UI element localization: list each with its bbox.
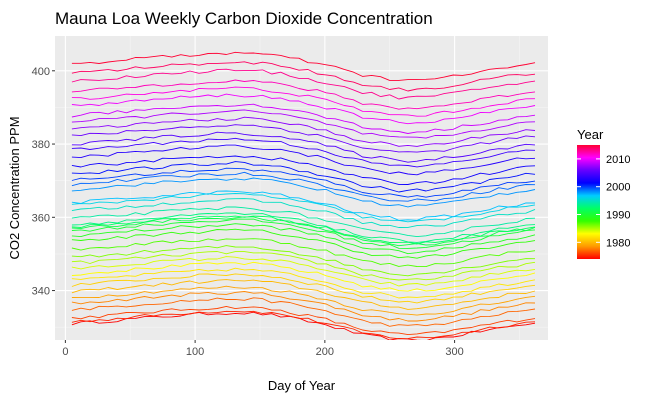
series-line-2014 xyxy=(71,61,536,92)
series-line-1998 xyxy=(71,177,536,208)
grid-minor xyxy=(55,36,548,340)
series-line-1993 xyxy=(71,212,536,243)
series-line-1983 xyxy=(71,261,536,292)
series-line-2004 xyxy=(71,137,536,168)
series-line-1978 xyxy=(71,291,536,322)
x-axis-label: Day of Year xyxy=(268,378,336,393)
series-line-1994 xyxy=(71,206,536,238)
y-tick-label: 360 xyxy=(32,212,50,224)
legend-tick-label: 1990 xyxy=(606,210,630,222)
series-line-2005 xyxy=(71,131,536,163)
legend-tick-label: 1980 xyxy=(606,237,630,249)
chart-title: Mauna Loa Weekly Carbon Dioxide Concentr… xyxy=(55,9,433,28)
y-tick-label: 340 xyxy=(32,286,50,298)
x-tick-label: 300 xyxy=(445,346,463,358)
series-line-2015 xyxy=(71,51,536,81)
series-group xyxy=(71,51,536,340)
series-line-1996 xyxy=(71,193,536,223)
series-line-2013 xyxy=(71,68,536,100)
series-line-2010 xyxy=(71,93,536,125)
series-line-2007 xyxy=(71,116,536,147)
y-axis-label: CO2 Concentration PPM xyxy=(7,116,22,259)
y-tick-label: 400 xyxy=(32,66,50,78)
legend-tick-label: 2010 xyxy=(606,154,630,166)
series-line-1985 xyxy=(71,251,536,281)
series-line-2009 xyxy=(71,103,536,134)
series-line-1988 xyxy=(71,228,536,259)
legend-colorbar xyxy=(577,145,600,259)
series-line-1975 xyxy=(71,310,536,340)
series-line-1981 xyxy=(71,273,536,304)
series-line-2011 xyxy=(71,86,536,117)
series-line-2000 xyxy=(71,167,536,198)
x-tick-label: 0 xyxy=(62,346,68,358)
series-line-1997 xyxy=(71,190,536,221)
series-line-1979 xyxy=(71,285,536,316)
series-line-1990 xyxy=(71,218,536,249)
grid-major xyxy=(55,36,548,340)
x-tick-label: 100 xyxy=(186,346,204,358)
series-line-1976 xyxy=(71,305,536,336)
series-line-1984 xyxy=(71,256,536,287)
y-tick-label: 380 xyxy=(32,139,50,151)
series-line-1989 xyxy=(71,223,536,255)
series-line-2002 xyxy=(71,155,536,185)
series-line-1974 xyxy=(71,311,536,340)
x-axis-ticks: 0 100 200 300 xyxy=(62,340,464,358)
series-line-2008 xyxy=(71,109,536,139)
series-line-1999 xyxy=(71,171,536,202)
series-line-1987 xyxy=(71,238,536,268)
series-line-1977 xyxy=(71,297,536,327)
series-line-2006 xyxy=(71,124,536,153)
legend-ticks: 2010 2000 1990 1980 xyxy=(577,154,630,249)
x-tick-label: 200 xyxy=(316,346,334,358)
series-line-2012 xyxy=(71,79,536,110)
series-line-1995 xyxy=(71,198,536,228)
legend-tick-label: 2000 xyxy=(606,182,630,194)
y-axis-ticks: 340 360 380 400 xyxy=(32,66,55,298)
series-line-1982 xyxy=(71,267,536,299)
series-line-2003 xyxy=(71,144,536,176)
series-line-2001 xyxy=(71,161,536,193)
series-line-1986 xyxy=(71,245,536,277)
legend-title: Year xyxy=(577,127,604,142)
series-line-1980 xyxy=(71,279,536,310)
series-line-1992 xyxy=(71,215,536,245)
